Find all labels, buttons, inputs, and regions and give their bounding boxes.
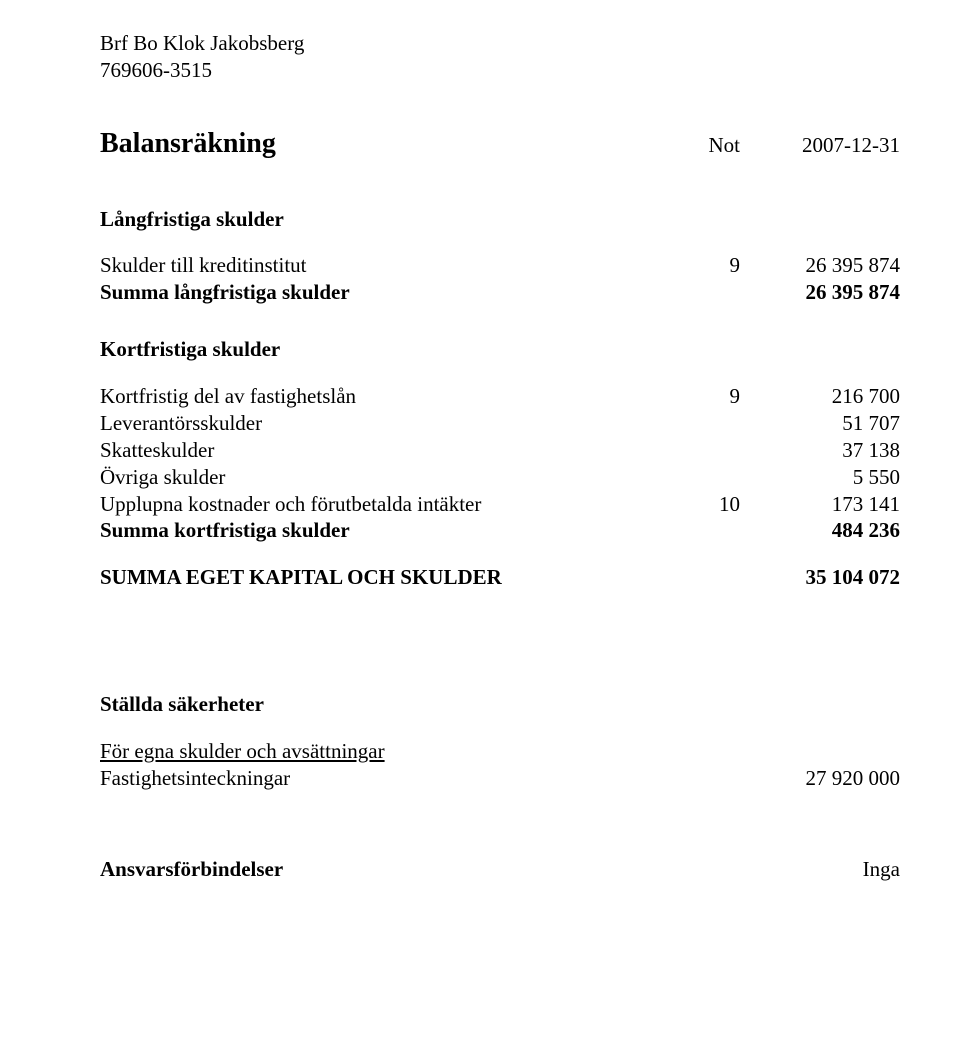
- table-row: Fastighetsinteckningar 27 920 000 27 920…: [100, 765, 960, 792]
- org-number: 769606-3515: [100, 57, 304, 84]
- grand-total-row: SUMMA EGET KAPITAL OCH SKULDER 35 104 07…: [100, 564, 960, 591]
- col-header-1: 2007-12-31: [740, 132, 900, 159]
- row-c1: 484 236: [740, 517, 900, 544]
- section-heading-securities: Ställda säkerheter: [100, 691, 960, 718]
- row-label: Summa långfristiga skulder: [100, 279, 700, 306]
- row-c2: 35 375 638: [900, 564, 960, 591]
- section-heading-longterm: Långfristiga skulder: [100, 206, 960, 233]
- row-label: Summa kortfristiga skulder: [100, 517, 700, 544]
- page-header: Brf Bo Klok Jakobsberg 769606-3515 6(11): [100, 30, 960, 84]
- row-label: SUMMA EGET KAPITAL OCH SKULDER: [100, 564, 700, 591]
- row-c1: 37 138: [740, 437, 900, 464]
- row-c2: 0: [900, 437, 960, 464]
- row-label: Upplupna kostnader och förutbetalda intä…: [100, 491, 700, 518]
- row-c1: Inga: [740, 856, 900, 883]
- row-note: [700, 437, 740, 464]
- header-left: Brf Bo Klok Jakobsberg 769606-3515: [100, 30, 304, 84]
- table-row: Upplupna kostnader och förutbetalda intä…: [100, 491, 960, 518]
- row-note: [700, 464, 740, 491]
- row-c1: 35 104 072: [740, 564, 900, 591]
- row-c2: 420 768: [900, 517, 960, 544]
- row-label: Övriga skulder: [100, 464, 700, 491]
- row-note: [700, 279, 740, 306]
- table-row: Övriga skulder 5 550 3 780: [100, 464, 960, 491]
- row-note: [700, 856, 740, 883]
- row-note: 9: [700, 252, 740, 279]
- col-header-note: Not: [700, 132, 740, 159]
- row-c2: 27 920 000: [900, 765, 960, 792]
- title-row: Balansräkning Not 2007-12-31 2006-12-31: [100, 126, 960, 162]
- table-row: Kortfristig del av fastighetslån 9 216 7…: [100, 383, 960, 410]
- row-note: [700, 564, 740, 591]
- row-c2: 150 027: [900, 491, 960, 518]
- row-label: Skulder till kreditinstitut: [100, 252, 700, 279]
- row-c2: 51 329: [900, 410, 960, 437]
- row-note: [700, 410, 740, 437]
- sum-row: Summa långfristiga skulder 26 395 874 26…: [100, 279, 960, 306]
- col-header-2: 2006-12-31: [900, 132, 960, 159]
- page-title: Balansräkning: [100, 126, 700, 162]
- row-c2: Inga: [900, 856, 960, 883]
- row-c1: 51 707: [740, 410, 900, 437]
- org-name: Brf Bo Klok Jakobsberg: [100, 30, 304, 57]
- table-row: Skulder till kreditinstitut 9 26 395 874…: [100, 252, 960, 279]
- row-label: Kortfristig del av fastighetslån: [100, 383, 700, 410]
- row-c1: 26 395 874: [740, 279, 900, 306]
- sum-row: Summa kortfristiga skulder 484 236 420 7…: [100, 517, 960, 544]
- securities-subheading: För egna skulder och avsättningar: [100, 738, 960, 765]
- row-c2: 3 780: [900, 464, 960, 491]
- row-label: Ansvarsförbindelser: [100, 856, 700, 883]
- row-c1: 216 700: [740, 383, 900, 410]
- row-c2: 26 612 574: [900, 279, 960, 306]
- row-c2: 26 612 574: [900, 252, 960, 279]
- row-c2: 215 632: [900, 383, 960, 410]
- row-note: [700, 517, 740, 544]
- table-row: Skatteskulder 37 138 0: [100, 437, 960, 464]
- row-c1: 5 550: [740, 464, 900, 491]
- row-c1: 26 395 874: [740, 252, 900, 279]
- row-note: [700, 765, 740, 792]
- section-heading-shortterm: Kortfristiga skulder: [100, 336, 960, 363]
- row-c1: 173 141: [740, 491, 900, 518]
- row-label: Skatteskulder: [100, 437, 700, 464]
- table-row: Leverantörsskulder 51 707 51 329: [100, 410, 960, 437]
- row-note: 10: [700, 491, 740, 518]
- row-label: Leverantörsskulder: [100, 410, 700, 437]
- row-c1: 27 920 000: [740, 765, 900, 792]
- row-label: Fastighetsinteckningar: [100, 765, 700, 792]
- contingent-row: Ansvarsförbindelser Inga Inga: [100, 856, 960, 883]
- row-note: 9: [700, 383, 740, 410]
